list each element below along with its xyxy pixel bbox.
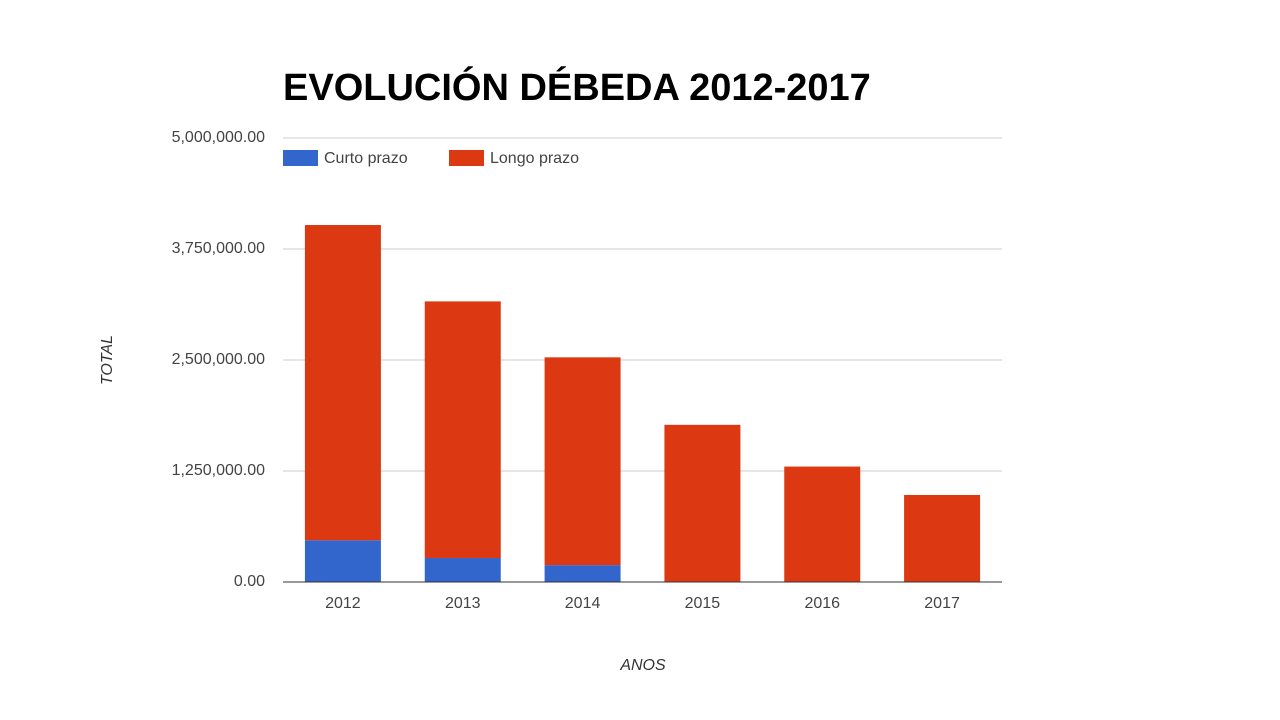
legend-label: Longo prazo <box>490 150 579 167</box>
x-tick-label: 2014 <box>565 595 601 612</box>
y-tick-label: 2,500,000.00 <box>172 351 266 368</box>
bar-segment <box>904 494 981 582</box>
legend-label: Curto prazo <box>324 150 408 167</box>
bar-segment <box>664 424 741 582</box>
bar-segment <box>424 558 501 582</box>
x-tick-label: 2015 <box>685 595 721 612</box>
bar-segment <box>424 301 501 559</box>
legend-swatch <box>449 150 484 166</box>
y-tick-label: 0.00 <box>234 573 265 590</box>
x-axis-title: ANOS <box>619 657 666 674</box>
bar-segment <box>544 565 621 582</box>
x-tick-label: 2017 <box>924 595 960 612</box>
x-tick-label: 2013 <box>445 595 481 612</box>
x-tick-label: 2016 <box>804 595 840 612</box>
legend-swatch <box>283 150 318 166</box>
x-tick-label: 2012 <box>325 595 361 612</box>
y-tick-label: 5,000,000.00 <box>172 129 266 146</box>
bar-segment <box>784 466 861 582</box>
bar-segment <box>544 357 621 566</box>
y-axis-title: TOTAL <box>99 335 116 385</box>
y-tick-label: 1,250,000.00 <box>172 462 266 479</box>
bar-segment <box>304 225 381 541</box>
y-tick-label: 3,750,000.00 <box>172 240 266 257</box>
bar-segment <box>304 540 381 582</box>
chart-title: EVOLUCIÓN DÉBEDA 2012-2017 <box>283 65 871 109</box>
